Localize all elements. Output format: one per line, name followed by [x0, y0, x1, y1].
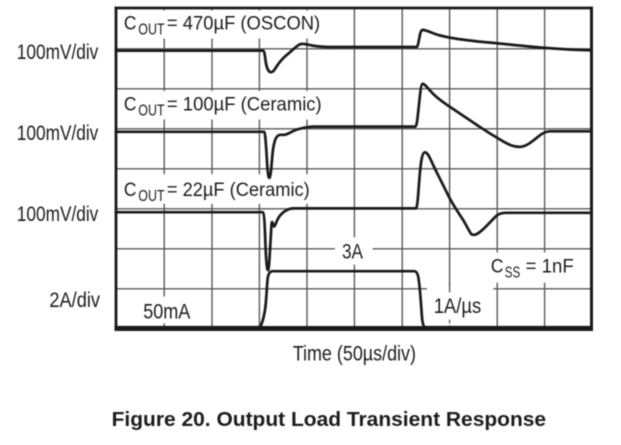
svg-text:OUT: OUT [138, 188, 164, 205]
svg-text:Time (50µs/div): Time (50µs/div) [293, 342, 416, 365]
svg-text:50mA: 50mA [143, 301, 191, 324]
svg-text:= 22µF (Ceramic): = 22µF (Ceramic) [167, 179, 310, 201]
svg-text:C: C [124, 179, 137, 201]
svg-text:100mV/div: 100mV/div [17, 122, 99, 145]
svg-text:= 1nF: = 1nF [526, 255, 574, 277]
svg-text:100mV/div: 100mV/div [17, 41, 99, 64]
svg-text:C: C [124, 13, 137, 35]
svg-text:3A: 3A [342, 240, 364, 263]
svg-text:OUT: OUT [138, 22, 164, 39]
svg-text:100mV/div: 100mV/div [17, 203, 99, 226]
svg-text:Figure 20. Output Load Transie: Figure 20. Output Load Transient Respons… [112, 408, 546, 431]
svg-text:C: C [491, 255, 504, 277]
svg-text:= 100µF (Ceramic): = 100µF (Ceramic) [167, 94, 322, 116]
svg-text:SS: SS [505, 264, 521, 281]
svg-text:1A/µs: 1A/µs [434, 295, 482, 318]
svg-text:C: C [124, 94, 137, 116]
svg-text:2A/div: 2A/div [49, 289, 100, 312]
svg-text:= 470µF (OSCON): = 470µF (OSCON) [167, 13, 320, 35]
svg-text:OUT: OUT [138, 103, 164, 120]
